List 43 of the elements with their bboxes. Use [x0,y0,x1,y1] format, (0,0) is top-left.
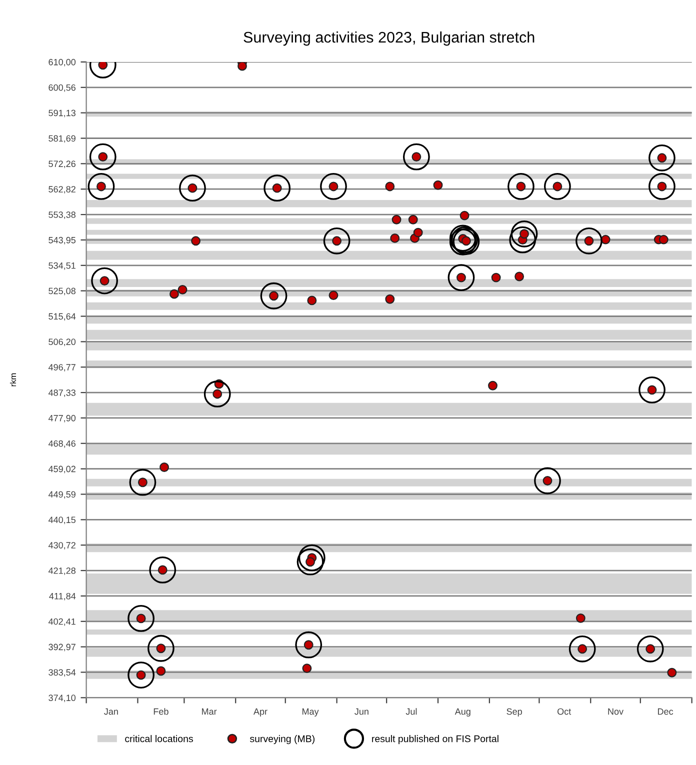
x-tick-label: Sep [506,708,522,717]
y-tick-label: 525,08 [48,288,76,296]
x-tick-label: Mar [202,708,217,715]
y-tick-label: 534,51 [48,262,76,270]
x-tick-label: Jun [354,708,368,715]
y-tick-label: 468,46 [48,440,76,448]
y-tick-label: 496,77 [48,364,76,372]
legend-label: critical locations [125,735,193,742]
x-tick-label: Nov [608,708,624,715]
x-tick-label: Aug [454,708,470,717]
x-tick-label: Jul [406,708,417,715]
x-tick-label: Feb [154,708,168,715]
x-tick-label: Apr [253,708,268,717]
y-tick-label: 392,97 [48,644,76,652]
y-tick-label: 562,82 [48,186,76,194]
y-tick-label: 402,41 [48,618,76,626]
y-tick-label: 515,64 [48,313,76,321]
y-tick-label: 374,10 [48,694,76,702]
y-tick-label: 449,59 [48,491,76,499]
x-tick-label: Oct [557,708,572,715]
y-tick-label: 581,69 [48,135,76,143]
y-tick-label: 543,95 [48,236,76,244]
y-axis-title: rkm [10,373,16,386]
y-tick-label: 459,02 [48,466,76,474]
y-tick-label: 477,90 [48,414,76,422]
chart-title: Surveying activities 2023, Bulgarian stretch [244,31,534,46]
y-tick-label: 600,56 [48,84,76,92]
y-tick-label: 411,84 [49,592,76,600]
legend-label: result published on FIS Portal [372,735,498,744]
y-tick-label: 610,00 [48,58,76,66]
y-tick-label: 506,20 [48,338,76,346]
x-tick-label: Jan [104,708,118,715]
y-tick-label: 383,54 [48,669,76,677]
y-tick-label: 553,38 [48,212,76,219]
x-tick-label: Dec [658,708,674,715]
y-tick-label: 487,33 [48,390,76,397]
x-tick-label: May [302,708,319,717]
y-tick-label: 430,72 [48,542,76,550]
y-tick-label: 440,15 [48,516,76,524]
y-tick-label: 572,26 [48,160,76,168]
y-tick-label: 591,13 [48,110,76,118]
legend-label: surveying (MB) [250,735,314,744]
y-tick-label: 421,28 [48,568,76,575]
